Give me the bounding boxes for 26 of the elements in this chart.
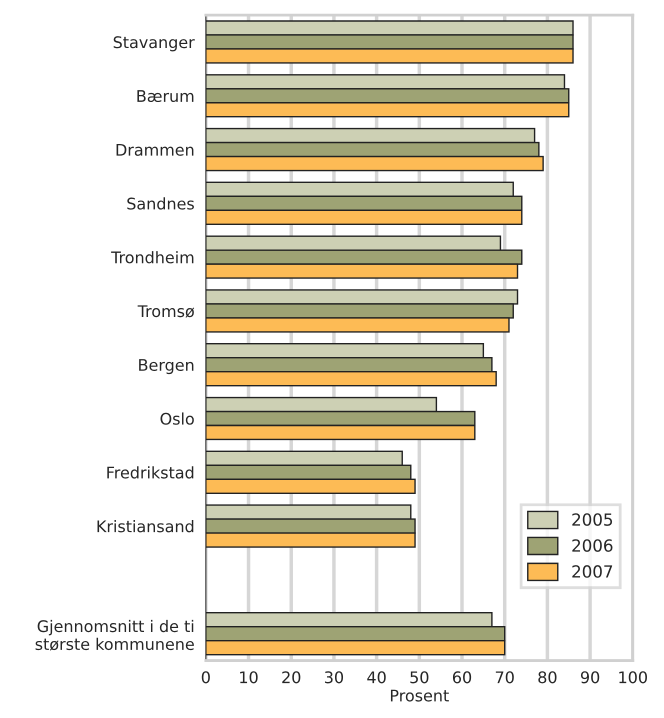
legend-label: 2007 [572,565,612,578]
x-tick-label: 30 [324,671,344,684]
y-tick-label: Stavanger [114,36,195,52]
x-tick-label: 50 [410,671,428,684]
y-tick-label: Oslo [160,412,194,425]
x-tick-label: 10 [240,671,258,684]
x-tick-label: 80 [538,671,557,684]
y-tick-label: Bergen [139,359,194,374]
y-tick-label: Kristiansand [98,520,194,532]
y-tick-label: Sandnes [127,197,194,210]
y-tick-label: Trondheim [111,251,194,264]
y-tick-label: Drammen [116,144,194,156]
x-tick-label: 90 [580,671,600,684]
legend-label: 2006 [572,539,612,552]
x-axis-title: Prosent [390,690,449,702]
x-tick-label: 70 [496,671,514,684]
x-tick-label: 100 [619,671,647,684]
y-tick-label: Tromsø [138,305,194,318]
y-tick-label: Gjennomsnitt i de ti største kommunene [36,620,194,651]
legend-label: 2005 [572,513,612,526]
y-tick-label: Fredrikstad [107,466,194,479]
x-tick-label: 20 [282,671,300,684]
x-tick-label: 0 [202,671,210,684]
x-tick-label: 40 [367,671,386,684]
y-tick-label: Bærum [137,90,194,102]
x-tick-label: 60 [452,671,472,684]
